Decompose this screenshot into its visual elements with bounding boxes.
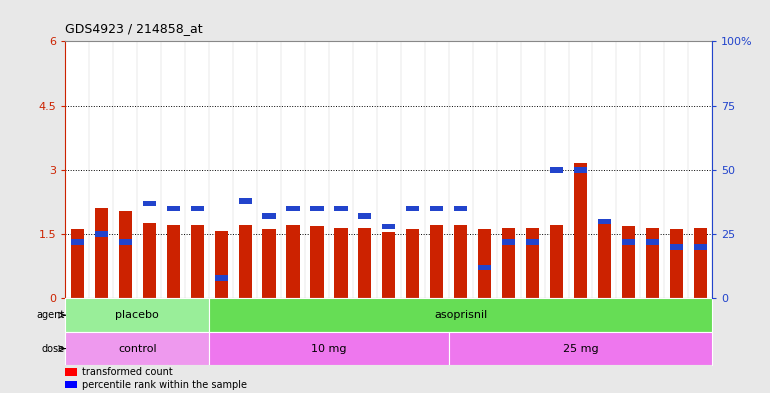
Text: control: control [118, 343, 156, 354]
Bar [478, 229, 491, 298]
Bar [286, 206, 300, 211]
Bar [622, 239, 635, 245]
Bar [670, 244, 683, 250]
Bar [694, 244, 707, 250]
Bar [239, 198, 252, 204]
Bar [407, 229, 420, 298]
Text: agent: agent [36, 310, 64, 320]
Bar [191, 206, 204, 211]
Text: 10 mg: 10 mg [311, 343, 346, 354]
Bar [670, 229, 683, 298]
Bar [191, 225, 204, 298]
Bar [382, 231, 396, 298]
Bar [430, 225, 444, 298]
Bar [454, 206, 467, 211]
Bar [382, 224, 396, 229]
Bar [598, 219, 611, 224]
Bar [119, 211, 132, 298]
Bar [550, 167, 563, 173]
Bar [215, 275, 228, 281]
Bar [310, 226, 323, 298]
Bar [209, 332, 449, 365]
Bar [526, 239, 539, 245]
Bar [502, 228, 515, 298]
Bar [286, 225, 300, 298]
Bar [334, 228, 347, 298]
Text: transformed count: transformed count [82, 367, 172, 377]
Bar [95, 208, 108, 298]
Bar [95, 231, 108, 237]
Bar [71, 239, 84, 245]
Bar [209, 298, 712, 332]
Text: GDS4923 / 214858_at: GDS4923 / 214858_at [65, 22, 203, 35]
Bar [166, 206, 180, 211]
Bar [239, 225, 252, 298]
Bar [574, 163, 587, 298]
Bar [430, 206, 444, 211]
Bar [646, 228, 659, 298]
Bar [694, 228, 707, 298]
Bar [263, 213, 276, 219]
Bar [142, 224, 156, 298]
Bar [65, 332, 209, 365]
Bar [215, 231, 228, 298]
Bar [358, 213, 371, 219]
Bar [646, 239, 659, 245]
Bar [71, 229, 84, 298]
Text: percentile rank within the sample: percentile rank within the sample [82, 380, 246, 389]
Bar [407, 206, 420, 211]
Bar [574, 167, 587, 173]
Bar [119, 239, 132, 245]
Bar [502, 239, 515, 245]
Bar [622, 226, 635, 298]
Bar [358, 228, 371, 298]
Bar [449, 332, 712, 365]
Bar [65, 298, 209, 332]
Bar [142, 200, 156, 206]
Bar [166, 225, 180, 298]
Bar [65, 368, 77, 376]
Text: asoprisnil: asoprisnil [434, 310, 487, 320]
Bar [310, 206, 323, 211]
Text: 25 mg: 25 mg [563, 343, 598, 354]
Text: placebo: placebo [116, 310, 159, 320]
Bar [334, 206, 347, 211]
Bar [598, 219, 611, 298]
Bar [550, 225, 563, 298]
Text: dose: dose [41, 343, 64, 354]
Bar [526, 228, 539, 298]
Bar [478, 265, 491, 270]
Bar [263, 229, 276, 298]
Bar [65, 381, 77, 388]
Bar [454, 225, 467, 298]
